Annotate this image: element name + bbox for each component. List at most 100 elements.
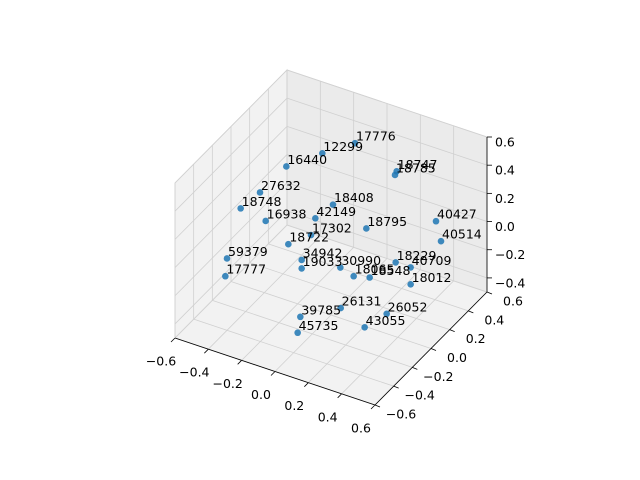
point — [432, 217, 440, 225]
y-tick-label: 0.0 — [447, 350, 467, 365]
point — [337, 264, 344, 271]
grid-line — [286, 182, 488, 251]
point-label: 26131 — [342, 294, 382, 309]
y-tick-label: 0.2 — [466, 331, 486, 346]
z-tick-label: 0.4 — [495, 163, 515, 178]
point-label: 18795 — [367, 214, 407, 229]
point-label: 59379 — [228, 244, 268, 259]
x-tick-label: −0.4 — [179, 365, 209, 380]
point — [294, 329, 301, 337]
point-label: 19033 — [303, 254, 343, 269]
x-axis-line — [174, 337, 376, 406]
tick-mark — [237, 360, 242, 365]
point-label: 18229 — [397, 248, 437, 263]
point — [361, 323, 368, 331]
y-tick-label: −0.4 — [404, 388, 434, 403]
x-tick-label: 0.4 — [318, 409, 338, 424]
grid-line — [174, 154, 288, 268]
grid-line — [286, 210, 488, 279]
z-tick-label: −0.4 — [495, 275, 525, 290]
tick-mark — [412, 366, 418, 370]
point-label: 27632 — [261, 178, 301, 193]
point — [350, 272, 357, 280]
x-tick-label: 0.6 — [351, 421, 371, 436]
point — [262, 217, 269, 225]
grid-line — [286, 97, 488, 166]
y-tick-label: 0.4 — [484, 312, 504, 327]
point — [307, 231, 315, 239]
tick-mark — [337, 393, 342, 399]
tick-mark — [449, 329, 455, 333]
point-label: 18012 — [412, 270, 452, 285]
point-label: 17776 — [356, 129, 396, 144]
point — [407, 281, 414, 288]
y-axis-line — [374, 291, 488, 406]
point-label: 40709 — [412, 253, 452, 268]
point — [223, 255, 231, 262]
tick-mark — [270, 371, 276, 376]
tick-mark — [370, 404, 376, 410]
point — [283, 163, 290, 170]
point — [319, 149, 326, 157]
tick-mark — [430, 348, 437, 351]
tick-mark — [304, 382, 309, 387]
point — [437, 237, 445, 245]
x-tick-label: 0.2 — [284, 398, 304, 413]
tick-mark — [393, 385, 399, 389]
grid-line — [249, 262, 450, 331]
grid-line — [286, 224, 488, 293]
tick-mark — [374, 404, 381, 408]
grid-line — [286, 69, 488, 138]
point — [329, 201, 337, 208]
point — [312, 214, 319, 222]
y-tick-label: 0.6 — [503, 294, 523, 309]
grid-line — [230, 281, 432, 349]
tick-mark — [204, 348, 209, 354]
point-label: 39785 — [301, 302, 341, 317]
x-tick-label: −0.2 — [212, 376, 242, 391]
point-label: 43055 — [366, 313, 406, 328]
point — [285, 240, 292, 248]
tick-mark — [170, 337, 176, 343]
point — [298, 265, 305, 272]
point — [391, 171, 399, 179]
z-tick-label: 0.2 — [495, 191, 515, 206]
point-label: 40514 — [442, 227, 482, 242]
point-label: 40427 — [437, 207, 477, 222]
point — [297, 313, 304, 321]
grid-line — [174, 126, 288, 240]
point-label: 18748 — [242, 194, 282, 209]
point-label: 45735 — [299, 318, 339, 333]
point — [351, 139, 359, 147]
point — [407, 264, 414, 271]
x-tick-label: 0.0 — [251, 387, 271, 402]
y-tick-label: −0.6 — [386, 407, 416, 422]
grid-line — [174, 182, 288, 297]
point — [392, 259, 399, 266]
point-label: 30990 — [341, 253, 381, 268]
tick-mark — [468, 310, 474, 314]
point — [337, 304, 344, 312]
point — [222, 272, 229, 280]
point-label: 16440 — [287, 152, 327, 167]
point — [363, 225, 370, 232]
point — [383, 310, 390, 318]
grid-line — [286, 154, 488, 222]
point — [237, 205, 244, 212]
y-tick-label: −0.2 — [423, 369, 453, 384]
grid-line — [174, 210, 288, 325]
point-label: 18065 — [355, 262, 395, 277]
point-label: 18747 — [398, 157, 438, 172]
point-label: 16938 — [267, 206, 307, 221]
grid-line — [193, 318, 394, 387]
grid-line — [286, 125, 488, 194]
point-label: 17777 — [226, 262, 266, 277]
z-tick-label: 0.6 — [495, 135, 515, 150]
grid-line — [174, 69, 288, 184]
z-tick-label: −0.2 — [495, 247, 525, 262]
point-label: 42149 — [316, 204, 356, 219]
point — [366, 274, 373, 281]
point-label: 18408 — [334, 190, 374, 205]
point-label: 18548 — [371, 263, 411, 278]
